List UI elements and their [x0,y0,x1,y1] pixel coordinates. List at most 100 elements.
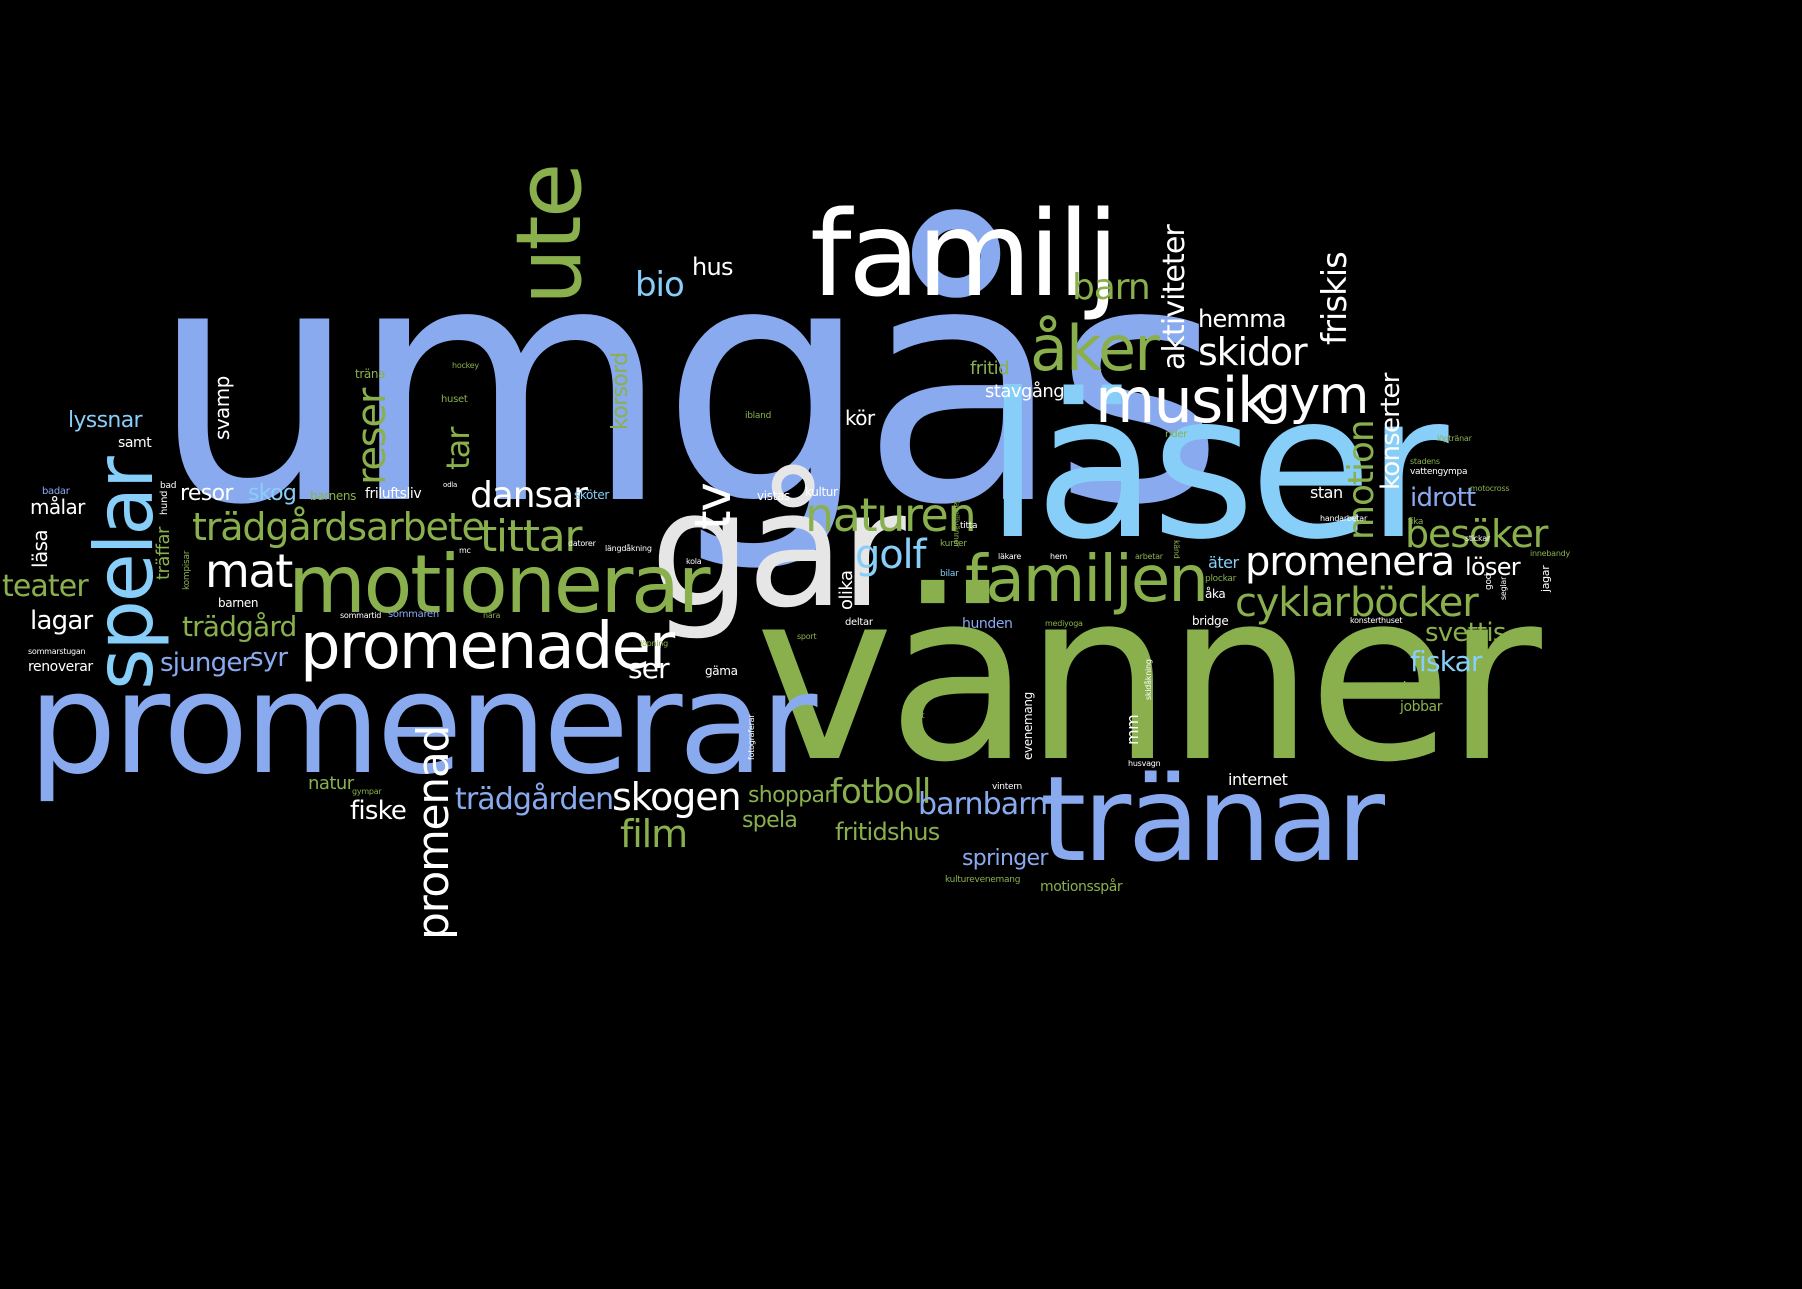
word-shoppar: shoppar [748,783,833,808]
word-vintern: vintern [992,782,1022,792]
word-god: god [1484,573,1494,590]
word-bad: bad [160,481,177,491]
word-badar: badar [42,486,70,497]
word-umgas: umgås [150,193,1225,577]
word-vattengympa: vattengympa [1410,467,1468,477]
word-fotboll: fotboll [830,772,931,812]
word-tranar: tränar [1040,750,1385,888]
word-promenera: promenera [1245,539,1455,585]
word-idrott: idrott [1410,483,1476,513]
word-bio: bio [635,265,685,305]
word-husvagn: husvagn [1128,759,1161,768]
word-bocker: böcker [1350,580,1479,626]
word-evenemang: evenemang [1021,692,1035,760]
word-gar: går [650,456,906,643]
word-tradgarden: trädgården [455,782,614,817]
word-stadens: stadens [1410,457,1440,466]
word-spela: spela [742,808,798,833]
word-seglar: seglar [1499,576,1508,600]
word-ibland: ibland [745,411,772,421]
word-tittar: tittar [480,511,582,562]
word-lasa: läsa [28,529,52,568]
word-fritid: fritid [970,358,1010,379]
word-ser: ser [628,652,670,685]
word-rider: rider [1165,429,1188,440]
word-laser: läser [985,351,1449,584]
word-skidor: skidor [1198,330,1308,374]
word-motionerar: motionerar [288,538,711,631]
word-jagar: jagar [1539,565,1552,592]
word-motocross: motocross [1470,484,1510,493]
word-nara: nära [483,611,501,620]
word-ute: ute [497,165,602,305]
word-sommarstugan: sommarstugan [28,647,86,656]
word-tar: tar [439,427,477,470]
word-svamp: svamp [210,376,234,440]
word-familjvanner: skidåkning [1144,659,1153,700]
word-kultur: kultur [805,485,838,499]
word-familjen: familjen [965,543,1209,617]
word-friskis: friskis [1315,252,1355,345]
word-besoker: besöker [1405,512,1548,556]
word-loser: löser [1465,553,1521,581]
word-fiskar: fiskar [1410,645,1482,678]
word-mm: mm [1123,714,1142,745]
word-lyssnar: lyssnar [68,408,143,433]
word-mat: mat [205,544,293,598]
word-konsterthuset: konsterthuset [1350,616,1403,625]
word-tradgardsarbete: trädgårdsarbete [192,505,485,549]
word-malar: målar [30,495,85,519]
word-deltar: deltar [845,617,873,628]
word-fika: fika [1408,517,1424,527]
word-sommartid: sommartid [340,611,382,620]
word-gym: gym [1258,366,1369,426]
word-barnen: barnen [218,596,259,610]
word-syr: syr [250,643,288,673]
word-reser: reser [349,388,395,485]
word-vanner: vänner [755,541,1542,814]
word-jobbar: jobbar [1400,699,1443,715]
word-langdakning: mediyoga [1045,619,1083,628]
word-aka: åka [1205,587,1226,601]
word-hund: hund [159,490,170,515]
word-fotograferar: fotograferar [747,714,756,760]
word-friluftsliv: friluftsliv [365,486,422,502]
word-trana: träna [355,367,386,381]
word-dansar: dansar [470,475,588,516]
word-lugnt: lugnt [905,711,925,720]
word-mc: mc [459,546,471,555]
word-kor: kör [845,406,875,430]
word-skog: skog [248,481,297,506]
word-kompisar: kompisar [182,550,192,590]
word-springer: springer [962,846,1048,871]
word-hunden: hunden [962,616,1013,632]
word-promenerar: promenerar [28,643,817,806]
word-fritidshus: fritidshus [835,818,940,846]
word-barnens: barnens [310,489,357,503]
word-tradgard: trädgård [182,610,297,643]
word-konserter: konserter [1376,373,1406,490]
word-teater: teater [2,569,89,604]
word-familj: familj [810,185,1119,323]
word-tv: tv [684,483,742,530]
word-arbete: familjvänner [952,500,961,548]
word-vistas: vistas [757,489,790,503]
word-svettis: svettis [1425,618,1506,648]
word-internet: internet [1228,770,1288,789]
word-bilar: bilar [940,569,959,579]
word-plockar: plockar [1205,574,1237,584]
word-naturen: naturen [805,488,977,542]
word-beds: odla [443,481,458,489]
word-korsord: korsord [608,352,633,430]
word-promenader: promenader [300,610,675,684]
word-titta: titta [960,521,978,531]
word-mediyoga: läkare [998,552,1022,561]
word-bridge: bridge [1192,614,1229,628]
word-sport: sport [797,632,817,641]
word-hus: hus [692,253,733,281]
word-sjunger: sjunger [160,648,252,678]
word-kurser: kurser [940,539,967,549]
word-kola: känd [1172,540,1181,559]
word-datorer: datorer [568,539,596,548]
